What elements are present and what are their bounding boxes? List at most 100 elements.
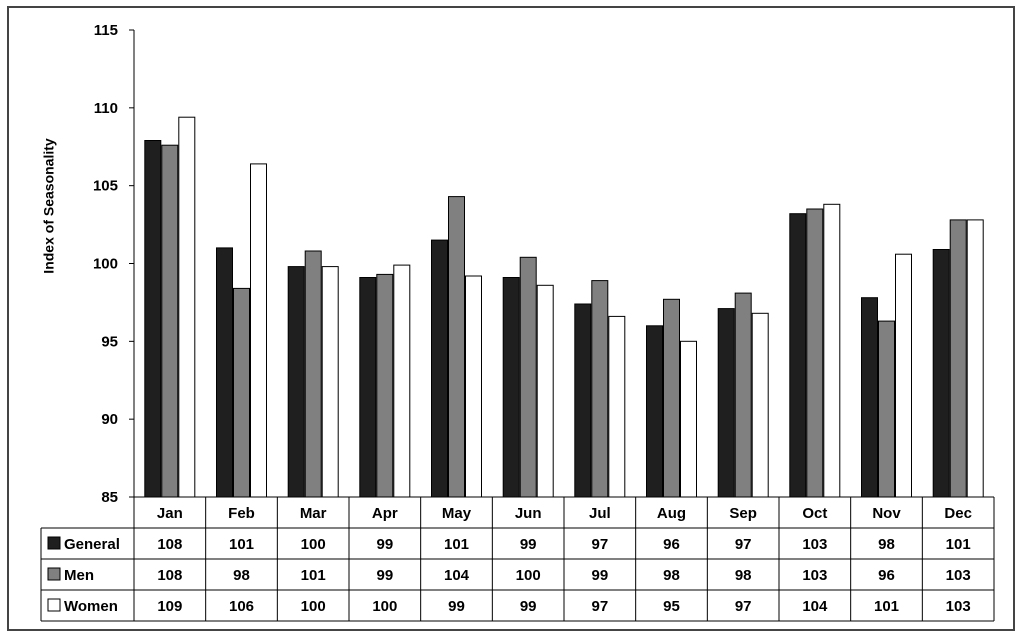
bar-men-oct — [806, 208, 824, 498]
bar-general-jun — [502, 277, 520, 498]
table-cell: 101 — [874, 598, 899, 615]
bars-layer — [144, 116, 984, 498]
table-cell: 108 — [157, 567, 182, 584]
table-cell: 96 — [878, 567, 895, 584]
bar-men-aug — [663, 298, 680, 498]
table-cell: 100 — [301, 536, 326, 553]
y-axis: 85 90 95 100 105 110 115 — [93, 22, 135, 506]
bar-men-mar — [304, 250, 322, 498]
category-label: Jan — [157, 505, 183, 522]
bar-men-jan — [161, 144, 179, 498]
table-cell: 98 — [233, 567, 250, 584]
bar-general-nov — [861, 297, 878, 498]
table-cell: 97 — [591, 598, 608, 615]
bar-women-nov — [895, 253, 912, 498]
data-table: Jan Feb Mar Apr May Jun Jul Aug Sep Oct Nov Dec Gene… — [40, 496, 995, 622]
category-label: Oct — [802, 505, 827, 522]
table-cell: 103 — [946, 567, 971, 584]
bar-men-feb — [233, 287, 250, 498]
legend-label-men: Men — [64, 567, 94, 584]
table-cell: 103 — [802, 567, 827, 584]
category-label: Apr — [372, 505, 398, 522]
table-cell: 103 — [946, 598, 971, 615]
table-cell: 104 — [444, 567, 470, 584]
category-label: Jul — [589, 505, 611, 522]
table-cell: 99 — [520, 536, 537, 553]
table-cell: 98 — [663, 567, 680, 584]
bar-men-may — [448, 196, 465, 498]
y-axis-label: Index of Seasonality — [41, 138, 57, 274]
y-tick-label: 115 — [94, 22, 118, 39]
bar-general-mar — [287, 266, 305, 498]
y-tick-label: 85 — [101, 489, 118, 506]
table-cell: 101 — [444, 536, 469, 553]
bar-women-sep — [751, 312, 769, 498]
table-cell: 99 — [376, 567, 393, 584]
bar-women-may — [465, 275, 482, 498]
bar-women-mar — [321, 266, 339, 498]
table-cell: 106 — [229, 598, 254, 615]
table-cell: 100 — [516, 567, 541, 584]
bar-general-dec — [932, 249, 950, 498]
category-label: Sep — [729, 505, 757, 522]
bar-men-jun — [519, 256, 537, 498]
bar-women-jul — [608, 315, 626, 498]
bar-men-sep — [734, 292, 752, 498]
bar-general-aug — [646, 325, 663, 498]
table-cell: 97 — [735, 598, 752, 615]
bar-women-jun — [536, 284, 554, 498]
bar-women-aug — [680, 340, 697, 498]
legend-label-general: General — [64, 536, 120, 553]
table-cell: 99 — [448, 598, 465, 615]
bar-men-apr — [376, 273, 394, 498]
bar-general-apr — [359, 277, 377, 498]
category-label: Aug — [657, 505, 686, 522]
y-tick-label: 100 — [93, 256, 118, 273]
table-cell: 99 — [376, 536, 393, 553]
table-cell: 98 — [878, 536, 895, 553]
table-cell: 97 — [591, 536, 608, 553]
y-tick-label: 90 — [101, 411, 118, 428]
table-cell: 97 — [735, 536, 752, 553]
bar-general-sep — [717, 308, 735, 498]
table-cell: 99 — [520, 598, 537, 615]
table-cell: 108 — [157, 536, 182, 553]
bar-general-may — [431, 239, 448, 498]
category-label: Nov — [872, 505, 901, 522]
bar-women-jan — [178, 116, 196, 498]
category-label: May — [442, 505, 472, 522]
table-cell: 109 — [157, 598, 182, 615]
bar-general-jul — [574, 303, 592, 498]
bar-men-nov — [878, 320, 895, 498]
bar-men-jul — [591, 280, 609, 498]
bar-general-feb — [216, 247, 233, 498]
legend-key-women — [47, 598, 61, 612]
legend-key-men — [47, 567, 61, 581]
table-cell: 100 — [301, 598, 326, 615]
table-cell: 98 — [735, 567, 752, 584]
category-label: Mar — [300, 505, 327, 522]
table-cell: 101 — [301, 567, 326, 584]
bar-men-dec — [949, 219, 967, 498]
bar-women-feb — [250, 163, 267, 498]
table-cell: 104 — [802, 598, 828, 615]
table-cell: 103 — [802, 536, 827, 553]
bar-women-oct — [823, 203, 841, 498]
table-cell: 99 — [591, 567, 608, 584]
bar-general-oct — [789, 213, 807, 498]
y-tick-label: 110 — [94, 100, 118, 117]
table-cell: 101 — [229, 536, 254, 553]
table-cell: 100 — [372, 598, 397, 615]
legend-label-women: Women — [64, 598, 118, 615]
category-label: Jun — [515, 505, 542, 522]
bar-general-jan — [144, 140, 162, 498]
bar-women-apr — [393, 264, 411, 498]
bar-women-dec — [966, 219, 984, 498]
y-tick-label: 95 — [101, 333, 118, 350]
table-cell: 96 — [663, 536, 680, 553]
category-label: Feb — [228, 505, 255, 522]
table-cell: 95 — [663, 598, 680, 615]
category-label: Dec — [944, 505, 972, 522]
table-cell: 101 — [946, 536, 971, 553]
